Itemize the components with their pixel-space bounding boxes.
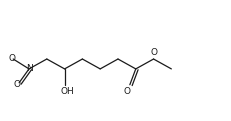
- Text: O: O: [123, 87, 130, 96]
- Text: O: O: [14, 80, 21, 89]
- Text: N: N: [26, 64, 33, 73]
- Text: OH: OH: [61, 87, 74, 96]
- Text: O: O: [149, 48, 156, 57]
- Text: O: O: [8, 53, 15, 63]
